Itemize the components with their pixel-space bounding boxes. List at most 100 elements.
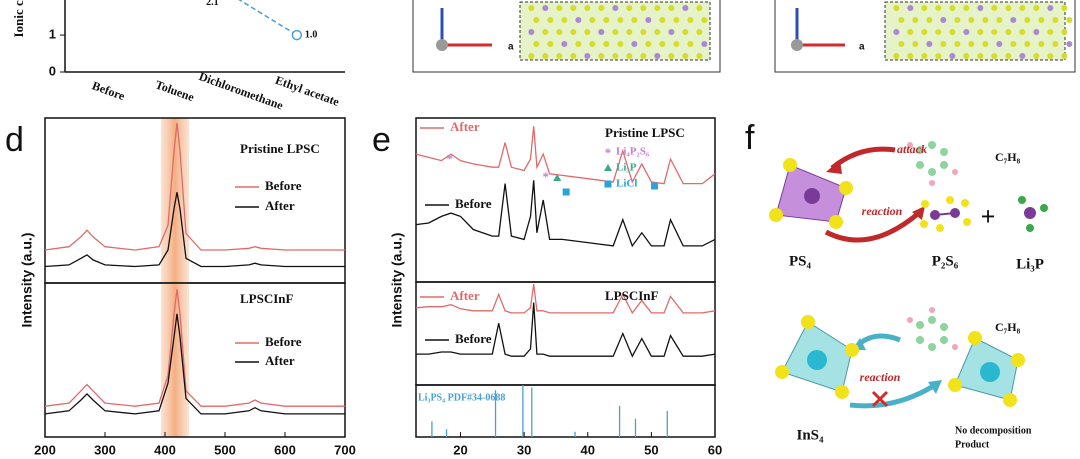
atom xyxy=(1019,29,1026,35)
atom xyxy=(528,53,535,59)
atom xyxy=(963,53,970,59)
atom xyxy=(589,17,596,23)
atom xyxy=(659,17,666,23)
atom xyxy=(589,41,596,47)
atom xyxy=(991,53,998,59)
atom xyxy=(1066,41,1073,47)
y-tick-label: 0 xyxy=(49,63,56,78)
atom xyxy=(1005,5,1012,11)
reference-label: Li₃PS₄ PDF#34-0688 xyxy=(418,392,505,403)
atom xyxy=(654,5,661,11)
arrow-label: attack xyxy=(897,142,927,156)
atom xyxy=(949,5,956,11)
atom xyxy=(617,17,624,23)
atom xyxy=(968,331,982,345)
species-label: P₂S₆ xyxy=(932,253,959,269)
toluene xyxy=(907,141,958,186)
atom xyxy=(673,41,680,47)
x-tick-label: 500 xyxy=(214,442,236,457)
atom xyxy=(617,41,624,47)
atom xyxy=(542,29,549,35)
atom xyxy=(926,41,933,47)
atom xyxy=(612,53,619,59)
atom xyxy=(631,41,638,47)
atom xyxy=(907,29,914,35)
atom xyxy=(921,29,928,35)
atom xyxy=(1033,53,1040,59)
point xyxy=(291,29,303,41)
atom xyxy=(1010,17,1017,23)
atom xyxy=(977,53,984,59)
atom xyxy=(1005,29,1012,35)
frame xyxy=(415,384,716,438)
atom xyxy=(991,5,998,11)
atom xyxy=(1033,29,1040,35)
phase-marker xyxy=(604,180,612,188)
atom xyxy=(533,17,540,23)
atom xyxy=(584,29,591,35)
atom xyxy=(948,378,962,392)
atom xyxy=(673,17,680,23)
legend-label: Before xyxy=(455,331,492,346)
x-tick-label: Before xyxy=(90,78,127,103)
spectrum xyxy=(44,122,345,251)
phase-label: LiCl xyxy=(616,178,637,190)
atom xyxy=(1052,17,1059,23)
atom xyxy=(584,5,591,11)
frame xyxy=(774,0,1076,73)
y-axis-label: Ionic con xyxy=(11,0,26,37)
atom xyxy=(1003,393,1017,407)
atom xyxy=(1010,41,1017,47)
atom xyxy=(682,29,689,35)
atom xyxy=(556,5,563,11)
atom xyxy=(893,5,900,11)
atom xyxy=(835,385,849,399)
legend-label: After xyxy=(265,198,295,213)
x-tick-label: 700 xyxy=(334,442,356,457)
atom xyxy=(839,181,853,195)
arrow xyxy=(830,146,896,170)
atom xyxy=(528,5,535,11)
arrow-label: reaction xyxy=(860,370,901,384)
cross xyxy=(871,390,889,408)
atom xyxy=(935,53,942,59)
x-tick-label: Toluene xyxy=(153,77,196,104)
atom xyxy=(963,29,970,35)
atom xyxy=(940,41,947,47)
atom xyxy=(687,41,694,47)
atom xyxy=(696,5,703,11)
atom xyxy=(935,29,942,35)
x-tick-label: 40 xyxy=(581,442,595,457)
phase-marker: * xyxy=(605,145,612,160)
phase-marker xyxy=(553,174,562,181)
x-tick-label: 400 xyxy=(154,442,176,457)
atom xyxy=(1011,353,1025,367)
atom xyxy=(1033,5,1040,11)
arrowhead xyxy=(928,380,942,394)
atom xyxy=(668,53,675,59)
arrow xyxy=(824,210,922,243)
atom xyxy=(968,17,975,23)
molecule-label: C₇H₈ xyxy=(995,320,1021,334)
atom xyxy=(1047,53,1054,59)
axis-origin xyxy=(436,39,448,51)
x-tick-label: 30 xyxy=(517,442,531,457)
atom xyxy=(659,41,666,47)
arrowhead xyxy=(912,206,925,220)
x-tick-label: Ethyl acetate xyxy=(273,73,341,109)
atom xyxy=(829,215,843,229)
li3p xyxy=(1018,196,1048,232)
x-tick-label: 600 xyxy=(274,442,296,457)
result-label: Product xyxy=(955,439,990,450)
atom xyxy=(935,5,942,11)
atom xyxy=(926,17,933,23)
atom xyxy=(949,53,956,59)
x-tick-label: 50 xyxy=(644,442,658,457)
atom xyxy=(584,53,591,59)
phase-marker xyxy=(651,182,659,190)
arrowhead xyxy=(826,160,842,174)
atom xyxy=(996,17,1003,23)
atom xyxy=(1005,53,1012,59)
atom xyxy=(949,29,956,35)
panel-label: f xyxy=(745,119,755,157)
